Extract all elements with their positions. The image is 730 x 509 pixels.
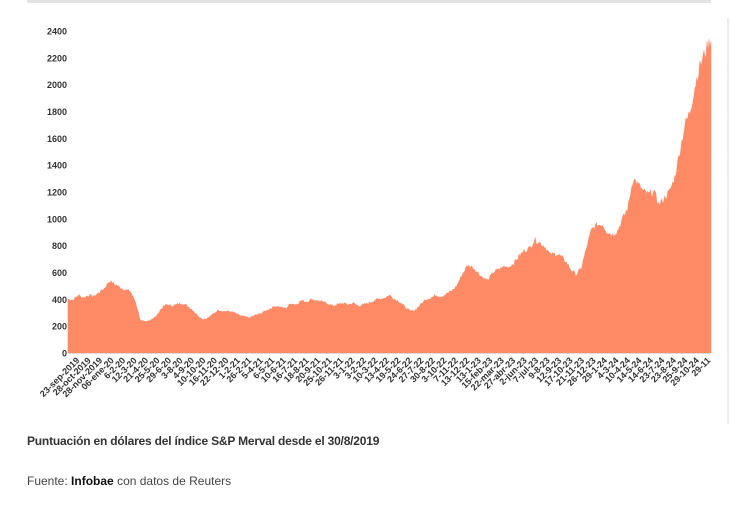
y-tick-label: 800 <box>52 241 67 251</box>
y-tick-label: 0 <box>62 349 67 359</box>
y-tick-label: 2200 <box>47 53 67 63</box>
series-area <box>67 39 712 354</box>
chart-caption: Puntuación en dólares del índice S&P Mer… <box>27 434 380 448</box>
y-tick-label: 200 <box>52 322 67 332</box>
y-tick-label: 1800 <box>47 107 67 117</box>
y-tick-label: 2000 <box>47 80 67 90</box>
right-divider <box>727 18 729 424</box>
y-tick-label: 1000 <box>47 214 67 224</box>
chart-container: 0 200 400 600 800 1000 1200 1400 1600 1800 2000 220… <box>27 18 717 418</box>
top-divider <box>27 0 711 3</box>
source-suffix: con datos de Reuters <box>117 474 232 488</box>
merval-area-chart: 0 200 400 600 800 1000 1200 1400 1600 1800 2000 220… <box>38 27 713 400</box>
y-tick-label: 600 <box>52 268 67 278</box>
y-tick-label: 2400 <box>47 27 67 37</box>
source-brand: Infobae <box>71 474 114 488</box>
source-line: Fuente: Infobae con datos de Reuters <box>27 474 231 488</box>
y-tick-label: 1400 <box>47 161 67 171</box>
y-tick-label: 1600 <box>47 134 67 144</box>
y-tick-label: 400 <box>52 295 67 305</box>
y-tick-label: 1200 <box>47 188 67 198</box>
source-prefix: Fuente: <box>27 474 68 488</box>
